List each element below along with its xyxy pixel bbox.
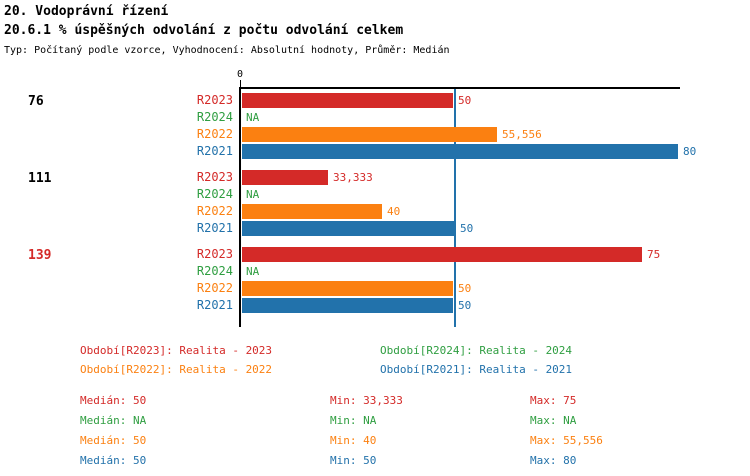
bar-value-label: 40 bbox=[387, 205, 401, 218]
row-label-r2024: R2024 bbox=[196, 187, 233, 201]
row-label-r2024: R2024 bbox=[196, 264, 233, 278]
stat-cell: Min: 33,333 bbox=[330, 394, 403, 407]
row-label-r2023: R2023 bbox=[196, 170, 233, 184]
x-axis-line bbox=[240, 87, 680, 89]
bar-value-label: NA bbox=[246, 188, 260, 201]
median-line bbox=[454, 89, 456, 327]
bar-r2023 bbox=[242, 93, 453, 108]
stat-cell: Max: 55,556 bbox=[530, 434, 603, 447]
bar-r2022 bbox=[242, 281, 453, 296]
stat-cell: Min: NA bbox=[330, 414, 377, 427]
row-label-r2021: R2021 bbox=[196, 221, 233, 235]
row-label-r2022: R2022 bbox=[196, 127, 233, 141]
stat-cell: Medián: 50 bbox=[80, 454, 147, 467]
stat-cell: Medián: 50 bbox=[80, 434, 147, 447]
row-label-r2023: R2023 bbox=[196, 247, 233, 261]
bar-value-label: 33,333 bbox=[333, 171, 373, 184]
bar-value-label: 80 bbox=[683, 145, 697, 158]
page-subtitle: 20.6.1 % úspěšných odvolání z počtu odvo… bbox=[4, 23, 404, 38]
page-title: 20. Vodoprávní řízení bbox=[4, 4, 169, 19]
bar-value-label: 50 bbox=[458, 94, 472, 107]
bar-r2023 bbox=[242, 247, 642, 262]
stat-cell: Max: 75 bbox=[530, 394, 577, 407]
stat-cell: Max: NA bbox=[530, 414, 577, 427]
stat-cell: Min: 50 bbox=[330, 454, 377, 467]
legend-item: Období[R2023]: Realita - 2023 bbox=[80, 344, 273, 357]
stat-cell: Medián: 50 bbox=[80, 394, 147, 407]
x-axis-zero-label: 0 bbox=[236, 69, 244, 80]
row-label-r2021: R2021 bbox=[196, 144, 233, 158]
row-label-r2024: R2024 bbox=[196, 110, 233, 124]
x-axis-tick bbox=[240, 80, 241, 88]
bar-value-label: 50 bbox=[460, 222, 474, 235]
y-axis-line bbox=[239, 87, 241, 327]
stat-cell: Medián: NA bbox=[80, 414, 147, 427]
bar-r2021 bbox=[242, 221, 455, 236]
legend-item: Období[R2021]: Realita - 2021 bbox=[380, 363, 573, 376]
row-label-r2023: R2023 bbox=[196, 93, 233, 107]
group-label: 111 bbox=[28, 171, 52, 186]
group-label: 139 bbox=[28, 248, 52, 263]
bar-value-label: 50 bbox=[458, 282, 472, 295]
bar-r2023 bbox=[242, 170, 328, 185]
bar-r2021 bbox=[242, 298, 453, 313]
meta-line: Typ: Počítaný podle vzorce, Vyhodnocení:… bbox=[4, 45, 450, 56]
row-label-r2021: R2021 bbox=[196, 298, 233, 312]
stat-cell: Max: 80 bbox=[530, 454, 577, 467]
bar-value-label: 50 bbox=[458, 299, 472, 312]
bar-r2022 bbox=[242, 127, 497, 142]
legend-item: Období[R2022]: Realita - 2022 bbox=[80, 363, 273, 376]
row-label-r2022: R2022 bbox=[196, 281, 233, 295]
bar-value-label: NA bbox=[246, 111, 260, 124]
group-label: 76 bbox=[28, 94, 44, 109]
stat-cell: Min: 40 bbox=[330, 434, 377, 447]
bar-value-label: NA bbox=[246, 265, 260, 278]
legend-item: Období[R2024]: Realita - 2024 bbox=[380, 344, 573, 357]
row-label-r2022: R2022 bbox=[196, 204, 233, 218]
bar-value-label: 75 bbox=[647, 248, 661, 261]
bar-r2021 bbox=[242, 144, 678, 159]
bar-r2022 bbox=[242, 204, 382, 219]
bar-value-label: 55,556 bbox=[502, 128, 542, 141]
